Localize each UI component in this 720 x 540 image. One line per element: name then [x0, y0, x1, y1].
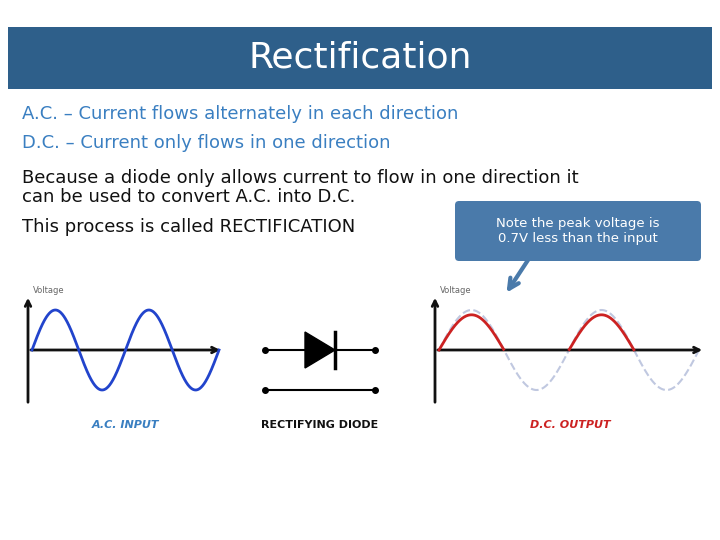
Text: Because a diode only allows current to flow in one direction it: Because a diode only allows current to f…: [22, 169, 579, 187]
Text: This process is called RECTIFICATION: This process is called RECTIFICATION: [22, 218, 355, 236]
Text: RECTIFYING DIODE: RECTIFYING DIODE: [261, 420, 379, 430]
Text: can be used to convert A.C. into D.C.: can be used to convert A.C. into D.C.: [22, 188, 356, 206]
Text: A.C. – Current flows alternately in each direction: A.C. – Current flows alternately in each…: [22, 105, 459, 123]
Text: Rectification: Rectification: [248, 41, 472, 75]
Text: D.C. – Current only flows in one direction: D.C. – Current only flows in one directi…: [22, 134, 390, 152]
FancyBboxPatch shape: [455, 201, 701, 261]
Text: Note the peak voltage is
0.7V less than the input: Note the peak voltage is 0.7V less than …: [496, 217, 660, 245]
Text: Voltage: Voltage: [440, 286, 472, 295]
FancyArrowPatch shape: [509, 259, 528, 289]
Text: D.C. OUTPUT: D.C. OUTPUT: [530, 420, 611, 430]
Text: Voltage: Voltage: [33, 286, 65, 295]
Polygon shape: [305, 332, 335, 368]
FancyBboxPatch shape: [8, 27, 712, 89]
Text: A.C. INPUT: A.C. INPUT: [91, 420, 159, 430]
